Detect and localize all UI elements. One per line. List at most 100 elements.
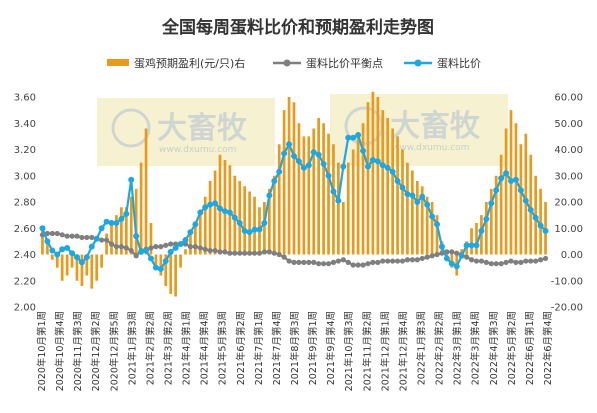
profit-bar xyxy=(470,228,473,255)
profit-bar xyxy=(50,254,54,260)
ratio-point xyxy=(325,172,332,179)
breakeven-point xyxy=(286,258,292,264)
watermark-text: 大畜牧 xyxy=(390,109,481,144)
breakeven-point xyxy=(454,250,460,256)
watermark-url: www.dxumu.com xyxy=(159,145,236,155)
ratio-point xyxy=(443,255,450,262)
x-tick-label: 2020年11月第3周 xyxy=(72,311,84,391)
profit-bar xyxy=(253,196,256,255)
profit-bar xyxy=(539,188,542,255)
ratio-point xyxy=(83,254,90,261)
ratio-point xyxy=(69,250,76,257)
breakeven-point xyxy=(69,233,75,239)
profit-bar xyxy=(327,133,330,255)
legend-label-profit: 蛋鸡预期盈利(元/只)右 xyxy=(134,56,245,70)
breakeven-point xyxy=(345,259,351,265)
watermark-logo-icon xyxy=(111,108,151,148)
breakeven-point xyxy=(508,258,514,264)
profit-bar xyxy=(223,160,227,255)
profit-bar xyxy=(361,123,365,255)
ratio-point xyxy=(345,134,352,141)
ratio-point xyxy=(473,242,480,249)
breakeven-point xyxy=(434,251,440,258)
profit-bar xyxy=(494,175,498,255)
breakeven-point xyxy=(350,262,356,268)
ratio-point xyxy=(404,191,411,198)
breakeven-point xyxy=(108,241,115,247)
breakeven-point xyxy=(84,234,90,241)
breakeven-point xyxy=(281,254,287,260)
ratio-point xyxy=(374,158,381,165)
breakeven-point xyxy=(232,250,238,256)
x-tick-label: 2022年5月第2周 xyxy=(506,311,518,385)
right-tick-label: 0.00 xyxy=(561,250,583,261)
breakeven-point xyxy=(316,261,322,267)
ratio-point xyxy=(231,214,238,221)
profit-bar xyxy=(46,241,49,255)
breakeven-point xyxy=(256,250,263,256)
profit-bar xyxy=(110,223,113,255)
breakeven-point xyxy=(271,250,277,256)
x-tick-label: 2021年12月第4周 xyxy=(397,311,409,391)
left-tick-label: 2.40 xyxy=(14,250,36,261)
x-tick-label: 2020年10月第4周 xyxy=(54,311,66,391)
x-tick-label: 2021年4月第4周 xyxy=(199,311,211,385)
ratio-point xyxy=(73,254,80,261)
breakeven-point xyxy=(380,258,386,264)
ratio-point xyxy=(517,187,524,194)
breakeven-point xyxy=(523,258,529,264)
ratio-point xyxy=(241,227,248,234)
profit-bar xyxy=(263,202,266,255)
ratio-point xyxy=(202,204,209,211)
breakeven-point xyxy=(74,233,80,239)
breakeven-point xyxy=(261,249,268,255)
breakeven-point xyxy=(538,257,544,263)
profit-bar xyxy=(381,110,385,255)
x-tick-label: 2021年6月第2周 xyxy=(235,311,247,385)
legend: 蛋鸡预期盈利(元/只)右 蛋料比价平衡点 蛋料比价 xyxy=(107,56,481,70)
ratio-point xyxy=(369,157,376,163)
breakeven-point xyxy=(311,259,317,265)
left-tick-label: 3.60 xyxy=(14,93,36,104)
ratio-point xyxy=(261,220,268,226)
profit-bar xyxy=(489,188,493,255)
right-axis: -20.00 -10.00 0.00 10.00 20.00 30.00 40.00 50.0… xyxy=(551,93,583,314)
breakeven-point xyxy=(355,262,361,268)
profit-bar xyxy=(41,228,44,255)
profit-bar xyxy=(95,254,99,281)
x-tick-label: 2021年2月第2周 xyxy=(144,311,156,385)
left-tick-label: 2.00 xyxy=(14,303,36,314)
breakeven-point xyxy=(449,249,455,255)
profit-bar xyxy=(189,233,192,255)
profit-bar xyxy=(179,254,182,268)
breakeven-point xyxy=(533,258,539,264)
profit-bar xyxy=(208,181,212,255)
ratio-point xyxy=(542,227,549,234)
legend-marker-breakeven xyxy=(283,59,291,67)
breakeven-point xyxy=(493,261,499,267)
breakeven-point xyxy=(128,247,134,254)
profit-bar xyxy=(129,196,133,255)
profit-bar xyxy=(70,254,74,268)
ratio-point xyxy=(172,244,179,251)
x-tick-label: 2021年11月第2周 xyxy=(361,311,373,391)
right-tick-label: 60.00 xyxy=(554,93,583,104)
x-tick-label: 2021年1月第3周 xyxy=(126,311,138,385)
profit-bar xyxy=(460,249,464,255)
breakeven-point xyxy=(340,257,346,263)
breakeven-point xyxy=(251,250,258,256)
ratio-point xyxy=(133,233,140,240)
x-tick-label: 2022年3月第4周 xyxy=(470,311,482,385)
ratio-point xyxy=(128,176,135,183)
ratio-point xyxy=(394,178,401,184)
ratio-point xyxy=(187,229,194,236)
ratio-point xyxy=(438,243,445,250)
profit-bar xyxy=(356,136,360,255)
left-tick-label: 2.80 xyxy=(14,198,36,209)
profit-bar xyxy=(529,154,533,255)
breakeven-point xyxy=(123,245,129,251)
ratio-point xyxy=(108,220,115,226)
breakeven-point xyxy=(158,244,164,250)
breakeven-point xyxy=(473,258,480,264)
breakeven-point xyxy=(320,261,327,267)
